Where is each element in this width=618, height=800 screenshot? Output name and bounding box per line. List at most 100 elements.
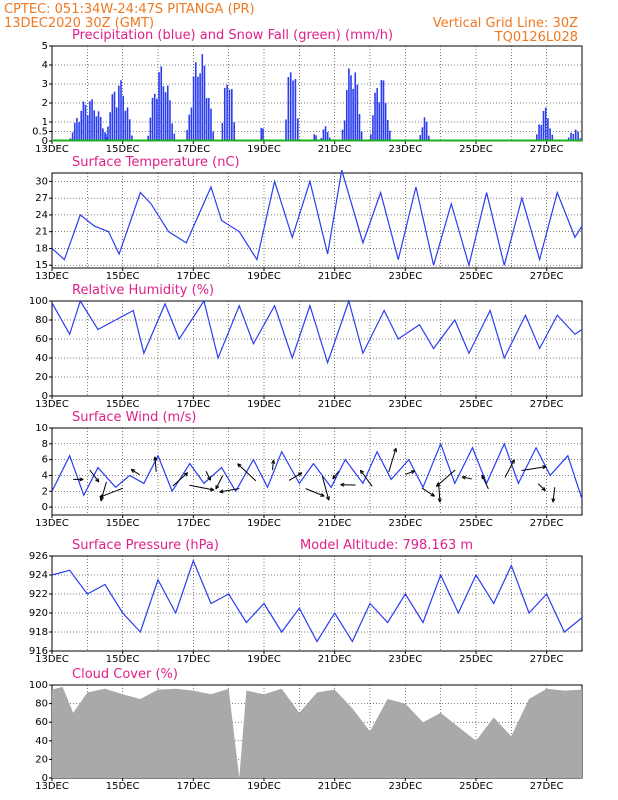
precip-bar <box>221 122 224 141</box>
panel-annotation: Model Altitude: 798.163 m <box>300 538 473 553</box>
x-tick-label: 19DEC <box>247 144 281 155</box>
precip-bar <box>542 110 545 141</box>
wind-vector <box>481 475 489 490</box>
plot-frame <box>51 45 583 142</box>
x-tick-label: 15DEC <box>106 271 140 282</box>
wind-vector-head <box>99 494 104 498</box>
precip-bar <box>577 131 579 141</box>
precip-bar <box>570 132 572 141</box>
x-tick-label: 21DEC <box>318 144 352 155</box>
x-tick-label: 15DEC <box>106 399 140 410</box>
precip-bar <box>105 133 107 141</box>
y-tick-label: 920 <box>29 608 48 619</box>
precip-bar <box>320 137 323 141</box>
x-tick-label: 19DEC <box>247 399 281 410</box>
wind-vector-head <box>215 484 220 490</box>
x-tick-label: 27DEC <box>530 654 564 665</box>
wind-vector-head <box>461 475 467 480</box>
precip-bar <box>376 88 378 141</box>
x-tick-label: 15DEC <box>106 144 140 155</box>
wind-vector-head <box>79 477 84 482</box>
x-tick-label: 13DEC <box>35 144 69 155</box>
x-tick-label: 19DEC <box>247 654 281 665</box>
precip-bar <box>84 104 87 141</box>
plot-frame <box>51 300 583 397</box>
y-tick-label: 100 <box>29 296 48 307</box>
precip-bar <box>544 107 547 141</box>
wind-vector-head <box>430 492 435 497</box>
precip-bar <box>380 80 383 141</box>
precip-bar <box>186 130 188 141</box>
wind-vector <box>461 476 472 480</box>
precip-bar <box>370 134 372 141</box>
precip-bar <box>102 128 104 141</box>
y-tick-label: 918 <box>29 627 48 638</box>
wind-vector <box>388 448 397 473</box>
wind-vector-head <box>410 470 416 475</box>
precip-bar <box>128 119 131 141</box>
precip-bar <box>384 102 387 141</box>
header-date: 13DEC2020 30Z (GMT) <box>4 16 154 31</box>
x-tick-label: 27DEC <box>530 781 564 792</box>
precip-bar <box>93 110 96 141</box>
y-tick-label: 60 <box>35 334 48 345</box>
precip-bar <box>190 107 193 141</box>
precip-bar <box>109 112 111 141</box>
y-tick-label: 40 <box>35 353 48 364</box>
precip-bar <box>352 88 354 141</box>
x-tick-label: 25DEC <box>459 781 493 792</box>
wind-vector-head <box>219 489 224 494</box>
precip-bar <box>354 72 357 141</box>
y-tick-label: 5 <box>42 41 48 52</box>
precip-bar <box>197 76 199 141</box>
precip-bar <box>124 110 127 141</box>
y-tick-label: 924 <box>29 570 48 581</box>
panel-title: Surface Temperature (nC) <box>72 155 240 170</box>
wind-vector-head <box>542 465 547 470</box>
panel-title: Cloud Cover (%) <box>72 667 178 682</box>
wind-vector <box>189 484 215 491</box>
x-tick-label: 13DEC <box>35 781 69 792</box>
x-tick-label: 23DEC <box>388 654 422 665</box>
y-tick-label: 15 <box>35 260 48 271</box>
precip-bar <box>322 129 325 141</box>
y-tick-label: 922 <box>29 589 48 600</box>
y-tick-label: 916 <box>29 646 48 657</box>
precip-bar <box>360 131 363 141</box>
y-tick-label: 40 <box>35 736 48 747</box>
precip-bar <box>326 132 329 141</box>
wind-vector-head <box>95 477 100 483</box>
series-line <box>51 298 583 365</box>
precip-bar <box>91 99 93 141</box>
wind-vector <box>405 470 415 475</box>
precip-bar <box>73 122 76 141</box>
precip-bar <box>78 122 80 141</box>
wind-vector <box>130 468 140 476</box>
panel-title: Surface Pressure (hPa) <box>72 538 219 553</box>
precip-bar <box>171 123 173 141</box>
precip-bar <box>151 97 154 141</box>
wind-vector <box>237 463 257 482</box>
plot-frame <box>51 427 583 516</box>
precip-bar <box>547 118 549 141</box>
y-tick-label: 27 <box>35 193 48 204</box>
precip-bar <box>343 120 346 141</box>
precip-bar <box>80 110 83 141</box>
wind-vector <box>421 487 435 497</box>
precip-bar <box>329 137 331 141</box>
precip-bar <box>536 134 538 141</box>
cloud-cover-area <box>52 686 582 778</box>
x-tick-label: 25DEC <box>459 144 493 155</box>
x-tick-label: 25DEC <box>459 271 493 282</box>
precip-bar <box>348 68 350 141</box>
precip-bar <box>147 135 149 141</box>
wind-vector <box>537 483 546 492</box>
precip-bar <box>164 92 167 141</box>
precip-bar <box>118 85 120 141</box>
x-tick-label: 23DEC <box>388 781 422 792</box>
precip-bar <box>120 80 122 141</box>
precip-bar <box>111 94 114 141</box>
y-tick-label: 100 <box>29 680 48 691</box>
precip-bar <box>126 107 129 141</box>
precip-bar <box>350 75 352 141</box>
